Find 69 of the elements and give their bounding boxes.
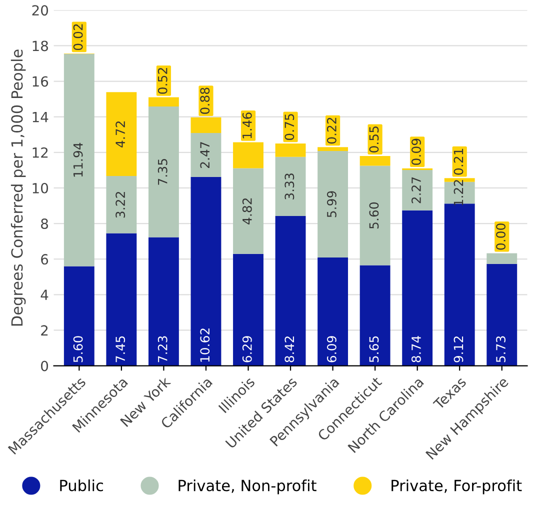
data-label: 2.27 [412,177,421,204]
data-label: 2.47 [200,142,210,168]
y-tick-label: 14 [32,112,48,122]
data-label: 6.29 [242,336,252,362]
bar [233,168,264,254]
bar [190,133,222,177]
data-label: 5.73 [496,336,506,362]
bar [275,156,306,216]
bar [360,166,390,266]
y-tick-label: 4 [40,290,48,300]
data-label: 6.09 [326,336,336,362]
data-label: 1.46 [242,112,252,138]
y-axis-title: Degrees Conferred per 1,000 People [10,50,26,326]
bar [233,254,264,366]
data-label: 0.09 [412,138,421,165]
y-tick-label: 8 [41,218,48,229]
bar [190,176,222,366]
data-label: 0.00 [496,224,506,250]
legend-label: Private, Non-profit [178,479,316,494]
legend-label: Public [60,479,103,492]
bar [486,264,518,366]
bar [402,170,433,210]
data-label: 0.02 [73,24,83,50]
data-label: 5.60 [73,336,83,362]
y-tick-label: 0 [41,360,48,372]
data-label: 0.88 [200,88,210,114]
data-label: 8.74 [412,336,421,362]
data-label: 0.55 [369,126,379,152]
data-label: 4.82 [242,198,252,224]
data-label: 7.35 [158,159,168,185]
bar [486,253,518,264]
legend-label: Private, For-profit [392,479,522,494]
data-label: 5.65 [369,336,379,362]
data-label: 0.75 [284,114,294,140]
y-tick-label: 18 [32,40,48,52]
bar [444,204,475,366]
y-tick-label: 2 [41,325,48,336]
data-label: 3.33 [284,174,294,200]
y-tick-label: 20 [32,5,48,16]
data-label: 9.12 [454,336,464,362]
data-label: 5.99 [326,191,336,218]
data-label: 4.72 [116,121,125,148]
bar [444,182,475,204]
y-tick-label: 12 [32,147,48,158]
data-label: 3.22 [116,192,126,218]
data-label: 0.22 [326,118,336,144]
bar [275,216,306,366]
bar [148,237,179,366]
data-label: 7.23 [158,336,168,362]
bar [106,176,137,234]
y-tick-label: 10 [32,182,48,194]
bar [318,150,348,258]
data-label: 10.62 [200,328,210,362]
bar [360,265,390,366]
data-label: 8.42 [284,336,294,362]
data-label: 7.45 [116,336,126,362]
bar [106,233,137,366]
bar [318,257,348,366]
bar [148,106,179,238]
bar [64,54,94,266]
data-label: 1.22 [454,180,464,206]
data-label: 5.60 [369,202,379,228]
bar [402,210,433,366]
y-tick-label: 16 [32,76,48,87]
data-label: 11.94 [73,142,83,177]
data-label: 0.21 [454,148,464,175]
bar [64,266,94,366]
y-tick-label: 6 [41,254,48,265]
data-label: 0.52 [158,68,168,94]
